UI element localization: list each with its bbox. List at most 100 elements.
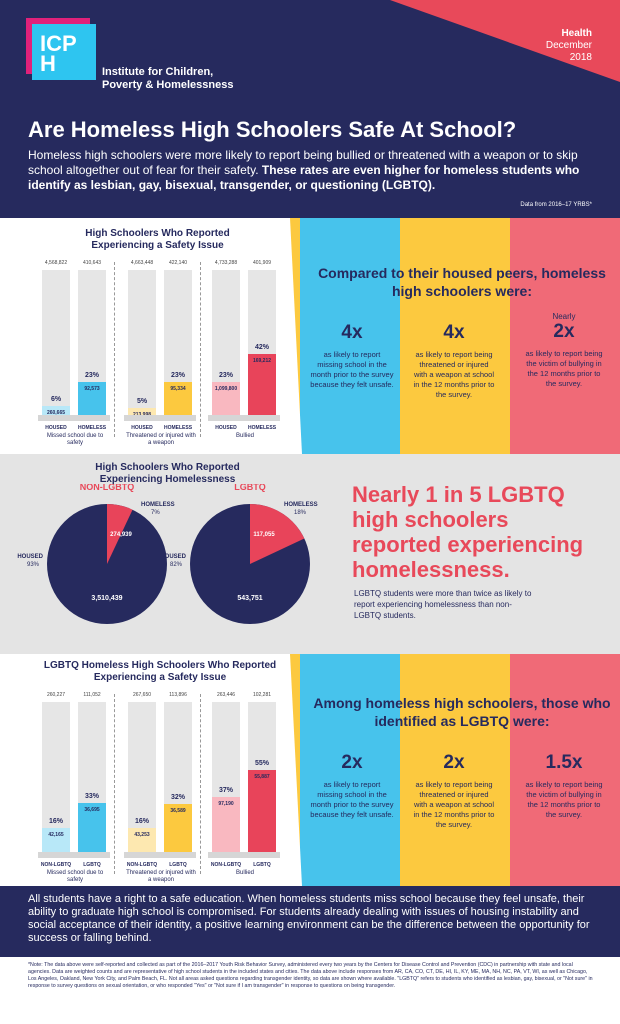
section2-subtext: LGBTQ students were more than twice as l… — [354, 589, 532, 620]
chart3-title: LGBTQ Homeless High Schoolers Who Report… — [43, 660, 277, 683]
section1-baseline — [124, 415, 196, 421]
section1-bar-track — [164, 270, 192, 415]
logo-text: ICPH — [40, 31, 77, 76]
section1-bar-legend: HOUSED — [215, 425, 237, 431]
logo-cyan-block — [32, 24, 96, 80]
section1-bar — [248, 354, 276, 415]
org-name: Institute for Children, Poverty & Homele… — [102, 66, 234, 91]
section3-bar — [78, 802, 106, 852]
section1-bar-legend: HOUSED — [131, 425, 153, 431]
section3-bar-pct: 16% — [48, 818, 63, 825]
panel1-coral — [510, 218, 620, 454]
stat3-3-value: 1.5x — [545, 752, 583, 773]
stat1-1: 4x as likely to report missing school in… — [302, 322, 402, 390]
section1-divider — [114, 262, 115, 437]
section3-bar-track — [128, 702, 156, 852]
section3-baseline — [38, 852, 110, 858]
section1-bar-track — [128, 270, 156, 415]
pie-homeless-label: HOMELESS — [284, 502, 318, 508]
section3-bar-track — [78, 702, 106, 852]
stat3-2-value: 2x — [443, 752, 465, 773]
section3-bar-count: 43,253 — [134, 832, 150, 838]
intro-plain: Homeless high schoolers were more likely… — [28, 148, 578, 177]
section1-bar-count: 260,665 — [46, 410, 66, 417]
header-banner: ICPH Institute for Children, Poverty & H… — [0, 0, 620, 218]
section1-baseline — [38, 415, 110, 421]
stat3-3: 1.5x as likely to report being the victi… — [514, 752, 614, 820]
section3-bar-count: 36,589 — [170, 808, 186, 814]
panel1: Compared to their housed peers, homeless… — [290, 218, 620, 454]
section3-bar-track — [164, 702, 192, 852]
section3-group-label: Missed school due to safety — [46, 870, 104, 883]
pie-homeless-count: 274,939 — [110, 532, 132, 538]
panel1-cyan — [300, 218, 400, 454]
category-date: Health December 2018 — [546, 28, 592, 64]
section1-bar-legend: HOMELESS — [77, 425, 107, 431]
section3-bar-total: 102,281 — [252, 692, 272, 698]
date-year: 2018 — [569, 52, 592, 63]
section1-bar-track — [248, 270, 276, 415]
pie-homeless-count: 117,055 — [253, 532, 275, 538]
panel3: Among homeless high schoolers, those who… — [290, 654, 620, 886]
panel1-heading: Compared to their housed peers, homeless… — [318, 265, 606, 299]
stat3-1-text: as likely to report missing school in th… — [310, 780, 394, 819]
section1-group-label: Threatened or injured with a weapon — [126, 433, 196, 446]
pie-homeless-pct: 7% — [151, 510, 160, 516]
stat1-3-text: as likely to report being the victim of … — [525, 349, 603, 388]
stat1-3-prefix: Nearly — [552, 312, 576, 321]
section3-bar-pct: 37% — [218, 786, 233, 794]
section1-bar-count: 95,334 — [170, 385, 186, 392]
intro-bold: These rates are even higher for homeless… — [28, 163, 580, 192]
section3-bar-track — [248, 702, 276, 852]
stat3-2-text: as likely to report being threatened or … — [413, 780, 495, 829]
section3-bar — [42, 828, 70, 852]
section3-bar-count: 55,887 — [254, 773, 270, 780]
stat1-3-value: 2x — [553, 321, 575, 342]
section3-baseline — [208, 852, 280, 858]
section1-bar — [78, 381, 106, 415]
intro-text: Homeless high schoolers were more likely… — [28, 148, 603, 193]
pie-housed-label: HOUSED — [160, 554, 186, 560]
section3-bar-total: 113,896 — [169, 692, 187, 698]
section3-divider — [114, 694, 115, 874]
section1-bar-track — [78, 270, 106, 415]
stat1-2-value: 4x — [443, 322, 465, 343]
section1-group-label: Bullied — [235, 433, 254, 439]
section1-bar — [42, 406, 70, 415]
footer-banner — [0, 886, 620, 957]
section3-bar-total: 111,052 — [83, 692, 101, 698]
section3-group-label: Bullied — [235, 870, 254, 876]
section1-bar — [212, 381, 240, 415]
panel3-heading: Among homeless high schoolers, those who… — [313, 695, 611, 729]
panel1-notch — [290, 218, 302, 454]
section3-bar-legend: NON-LGBTQ — [210, 862, 242, 868]
section3-bar-pct: 33% — [84, 792, 99, 800]
section3-bar — [248, 769, 276, 852]
chart1-title: High Schoolers Who Reported Experiencing… — [85, 228, 230, 251]
section3-bar-count: 36,695 — [84, 806, 100, 813]
chart3: 260,227 16% 42,165 NON-LGBTQ 111,052 33% 36,69… — [30, 690, 280, 883]
section1-bar-count: 169,212 — [252, 358, 272, 365]
chart1: 4,568,822 6% 260,665 HOUSED 410,643 23% 92,573… — [30, 260, 280, 446]
pie-title: NON-LGBTQ — [80, 484, 135, 492]
pie-housed-count: 3,510,439 — [91, 595, 122, 602]
section1-bar-track — [42, 270, 70, 415]
section3-bar-legend: LGBTQ — [253, 862, 271, 868]
panel3-notch — [290, 654, 302, 886]
section1-bar-count: 1,099,800 — [214, 385, 238, 392]
section1-bar-pct: 6% — [50, 396, 62, 404]
section1-bar-total: 410,643 — [82, 260, 102, 266]
stat3-1: 2x as likely to report missing school in… — [302, 752, 402, 820]
data-source: Data from 2016–17 YRBS* — [520, 202, 592, 208]
pie-housed-pct: 93% — [27, 562, 40, 568]
section3-bar — [164, 804, 192, 852]
section3-bar-count: 42,165 — [48, 832, 64, 838]
stat3-2: 2x as likely to report being threatened … — [404, 752, 504, 830]
chart2-title: High Schoolers Who Reported Experiencing… — [95, 462, 240, 485]
section1-divider — [200, 262, 201, 437]
pie-homeless-slice — [107, 504, 133, 564]
panel3-cyan — [300, 654, 400, 886]
section1-bar-total: 4,663,448 — [130, 260, 154, 266]
section3-bar-track — [212, 702, 240, 852]
stat1-2: 4x as likely to report being threatened … — [404, 322, 504, 400]
